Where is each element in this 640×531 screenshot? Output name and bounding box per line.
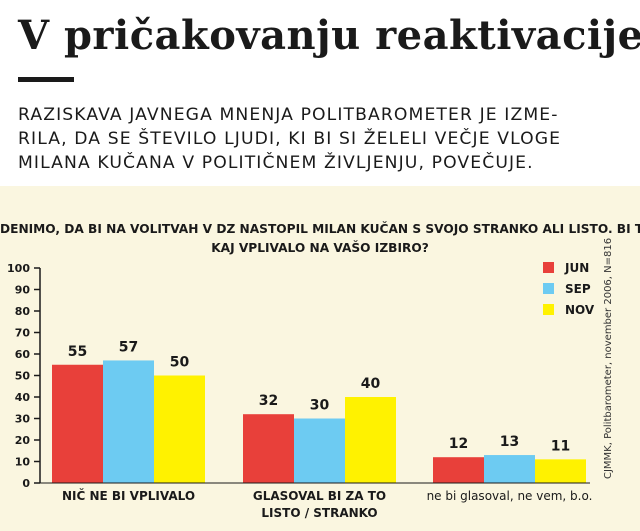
bar [535, 459, 586, 483]
page-title: V pričakovanju reaktivacije [18, 12, 640, 59]
y-tick-label: 40 [15, 391, 31, 404]
category-label: GLASOVAL BI ZA TO LISTO / STRANKO [252, 489, 387, 520]
y-tick-label: 70 [15, 327, 31, 340]
y-tick-label: 30 [15, 413, 31, 426]
bar [154, 375, 205, 483]
legend-item-jun: JUN [543, 258, 594, 277]
bar [103, 360, 154, 483]
bar-value-label: 12 [449, 436, 468, 452]
legend-label: JUN [565, 260, 590, 275]
y-tick-label: 50 [15, 370, 31, 383]
lead-line: RAZISKAVA JAVNEGA MNENJA POLITBAROMETER … [18, 105, 559, 125]
title-underline [18, 77, 74, 82]
lead-line: MILANA KUČANA V POLITIČNEM ŽIVLJENJU, PO… [18, 153, 534, 173]
bar [345, 397, 396, 483]
y-tick-label: 90 [15, 284, 31, 297]
y-tick-label: 80 [15, 305, 31, 318]
bar-value-label: 13 [500, 434, 519, 450]
legend-label: NOV [565, 302, 595, 317]
chart-legend: JUN SEP NOV [543, 258, 594, 321]
category-label: ne bi glasoval, ne vem, b.o. [426, 489, 593, 503]
bar [294, 418, 345, 483]
bar-value-label: 50 [170, 355, 190, 371]
legend-item-nov: NOV [543, 300, 594, 319]
source-note: CJMMK, Politbarometer, november 2006, N=… [603, 237, 614, 479]
y-tick-label: 100 [7, 262, 30, 275]
bar-value-label: 40 [361, 376, 381, 392]
category-label: NIČ NE BI VPLIVALO [61, 489, 196, 503]
lead-paragraph: RAZISKAVA JAVNEGA MNENJA POLITBAROMETER … [18, 103, 628, 175]
legend-swatch [543, 283, 554, 294]
y-tick-label: 20 [15, 434, 31, 447]
legend-item-sep: SEP [543, 279, 594, 298]
chart-title: DENIMO, DA BI NA VOLITVAH V DZ NASTOPIL … [0, 220, 640, 258]
y-tick-label: 0 [22, 477, 30, 490]
bar [52, 364, 103, 483]
bar-value-label: 32 [259, 393, 278, 409]
bar [243, 414, 294, 483]
lead-line: RILA, DA SE ŠTEVILO LJUDI, KI BI SI ŽELE… [18, 129, 562, 149]
legend-swatch [543, 262, 554, 273]
y-tick-label: 60 [15, 348, 31, 361]
legend-swatch [543, 304, 554, 315]
legend-label: SEP [565, 281, 591, 296]
chart-title-line: KAJ VPLIVALO NA VAŠO IZBIRO? [211, 241, 429, 255]
bar [433, 457, 484, 483]
bar-value-label: 55 [68, 344, 87, 360]
chart-title-line: DENIMO, DA BI NA VOLITVAH V DZ NASTOPIL … [0, 222, 640, 236]
bar-value-label: 11 [551, 438, 570, 454]
bar-value-label: 57 [119, 339, 138, 355]
bar-value-label: 30 [310, 398, 330, 414]
y-tick-label: 10 [15, 456, 31, 469]
bar [484, 455, 535, 483]
